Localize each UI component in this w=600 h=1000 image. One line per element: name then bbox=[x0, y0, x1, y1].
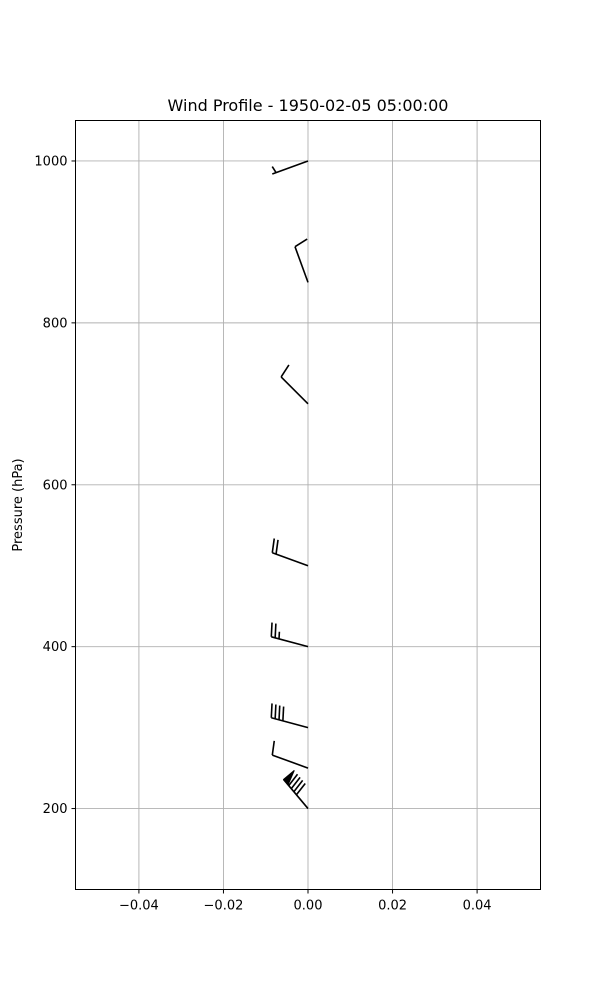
barb-full bbox=[271, 740, 276, 756]
barb-full bbox=[288, 773, 299, 787]
wind-barb bbox=[271, 160, 309, 175]
x-tick-label: −0.02 bbox=[204, 899, 244, 914]
barb-staff bbox=[271, 636, 309, 648]
y-tick-label: 600 bbox=[43, 478, 68, 493]
barb-full bbox=[278, 705, 281, 720]
barb-full bbox=[274, 704, 277, 719]
x-tick-label: 0.04 bbox=[463, 899, 492, 914]
barb-full bbox=[293, 779, 304, 793]
barb-full bbox=[275, 539, 279, 555]
y-tick-label: 200 bbox=[43, 802, 68, 817]
barb-full bbox=[270, 622, 273, 637]
y-tick-label: 400 bbox=[43, 640, 68, 655]
barbs bbox=[270, 160, 309, 810]
barb-staff bbox=[294, 246, 309, 283]
wind-barb bbox=[294, 238, 309, 283]
chart-title: Wind Profile - 1950-02-05 05:00:00 bbox=[168, 96, 449, 115]
wind-barb bbox=[282, 770, 309, 810]
wind-barb bbox=[271, 740, 309, 769]
barb-full bbox=[282, 706, 285, 721]
barb-staff bbox=[280, 376, 309, 405]
barb-staff bbox=[272, 551, 309, 567]
barb-full bbox=[270, 703, 273, 718]
barb-flag bbox=[282, 770, 295, 786]
barb-full bbox=[280, 364, 290, 378]
barb-staff bbox=[272, 754, 309, 769]
wind-barb bbox=[270, 703, 309, 729]
x-tick-label: 0.00 bbox=[294, 899, 323, 914]
barb-staff bbox=[272, 160, 309, 175]
barb-full bbox=[274, 623, 277, 638]
x-axis-ticks: −0.04 −0.02 0.00 0.02 0.04 bbox=[119, 889, 492, 914]
grid bbox=[75, 120, 541, 890]
wind-barb bbox=[271, 538, 309, 567]
barb-full bbox=[271, 538, 276, 553]
y-tick-label: 800 bbox=[43, 316, 68, 331]
barb-half bbox=[271, 166, 277, 174]
barb-full bbox=[290, 776, 301, 790]
barb-full bbox=[295, 782, 306, 796]
wind-barb bbox=[280, 364, 309, 405]
y-axis-label: Pressure (hPa) bbox=[11, 458, 26, 551]
barb-full bbox=[294, 238, 308, 248]
y-axis-ticks: 200 400 600 800 1000 bbox=[34, 154, 76, 817]
y-tick-label: 1000 bbox=[34, 154, 67, 169]
wind-barb bbox=[270, 622, 309, 648]
x-tick-label: −0.04 bbox=[119, 899, 159, 914]
barb-staff bbox=[271, 716, 309, 729]
x-tick-label: 0.02 bbox=[378, 899, 407, 914]
